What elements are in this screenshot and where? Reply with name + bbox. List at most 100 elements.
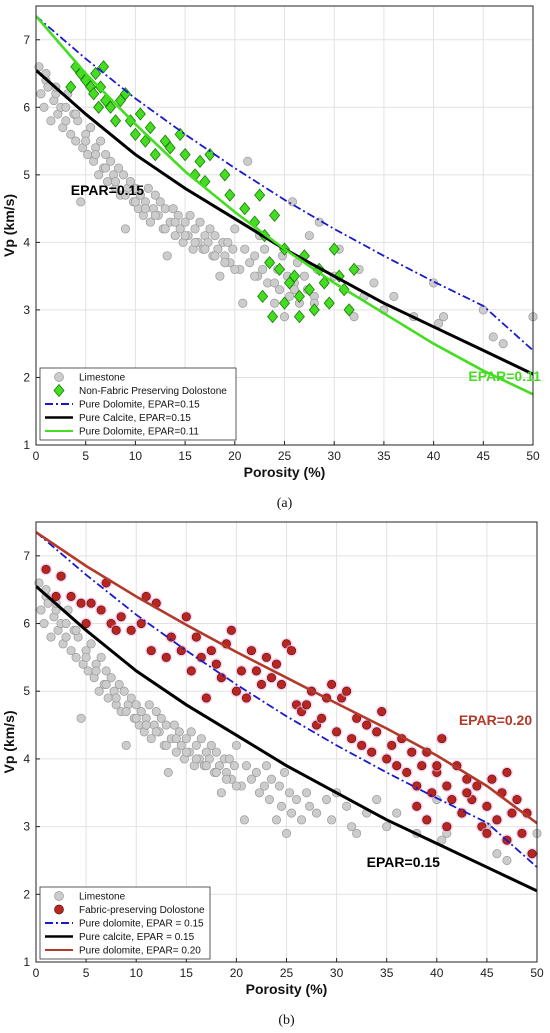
legend: Limestone Non-Fabric Preserving Dolostone… [39, 367, 237, 441]
data-point [239, 201, 251, 216]
data-point [487, 774, 497, 784]
data-point [264, 794, 275, 805]
data-point [283, 276, 295, 290]
data-point [146, 734, 156, 744]
data-point [169, 720, 179, 730]
data-point [39, 618, 49, 629]
data-point [61, 618, 71, 629]
data-point [284, 291, 295, 301]
data-point [162, 251, 172, 261]
data-point [502, 855, 512, 866]
data-point [240, 244, 250, 254]
data-point [186, 727, 196, 737]
data-point [83, 150, 93, 160]
x-tick-label: 0 [33, 966, 40, 980]
data-point [347, 734, 357, 744]
data-point [241, 761, 251, 771]
data-point [106, 673, 116, 683]
data-point [407, 747, 417, 757]
data-point [181, 734, 191, 744]
x-tick-label: 25 [278, 449, 292, 463]
data-point [219, 168, 231, 182]
data-point [86, 598, 96, 608]
data-point [61, 116, 71, 126]
series-line-pure-dolomite-epar-0-11 [36, 15, 533, 396]
x-tick-label: 50 [526, 449, 540, 463]
data-point [260, 244, 270, 254]
data-point [110, 177, 121, 187]
data-point [362, 720, 372, 730]
data-point [342, 801, 352, 811]
x-tick-label: 15 [178, 449, 192, 463]
data-point [119, 686, 129, 696]
data-point [254, 788, 264, 798]
data-point [269, 208, 281, 222]
x-tick-label: 25 [280, 966, 294, 980]
data-point [200, 244, 210, 254]
data-point [125, 177, 135, 187]
data-point [308, 303, 320, 317]
data-point [216, 788, 226, 798]
y-tick-label: 7 [23, 33, 30, 47]
data-point [81, 618, 91, 629]
data-point [144, 700, 154, 710]
data-point [304, 231, 314, 241]
data-point [111, 625, 121, 635]
annotation-label: EPAR=0.20 [459, 712, 532, 728]
data-point [328, 242, 340, 256]
data-point [86, 123, 96, 133]
data-point [422, 815, 432, 825]
data-point [181, 612, 191, 622]
data-point [382, 822, 392, 832]
data-point [417, 761, 427, 771]
data-point [211, 767, 221, 778]
data-point [286, 808, 297, 818]
data-point [502, 767, 512, 778]
data-point [438, 312, 449, 322]
data-point [101, 150, 111, 160]
data-point [301, 700, 312, 710]
data-point [323, 296, 335, 310]
data-point [312, 808, 322, 818]
annotation-label: EPAR=0.11 [468, 368, 541, 384]
x-tick-label: 20 [228, 449, 242, 463]
data-point [327, 679, 337, 690]
data-point [462, 788, 472, 798]
data-point [66, 129, 76, 139]
data-point [81, 652, 91, 662]
data-point [245, 258, 255, 268]
legend: Limestone Fabric-preserving Dolostone Pure… [39, 886, 211, 960]
data-point [135, 190, 145, 200]
x-tick-label: 40 [427, 449, 441, 463]
data-point [155, 197, 165, 207]
data-point [266, 774, 277, 784]
data-point [205, 224, 215, 234]
x-tick-label: 40 [430, 966, 444, 980]
legend-label: Pure calcite, EPAR = 0.15 [79, 932, 195, 943]
x-axis-label: Porosity (%) [246, 981, 328, 997]
data-point [136, 706, 146, 717]
legend-marker [53, 383, 65, 398]
data-point [101, 163, 111, 173]
data-point [146, 646, 156, 656]
data-point [230, 264, 240, 274]
data-point [301, 788, 312, 798]
series-line-pure-calcite-epar-0-15 [36, 585, 537, 893]
x-tick-label: 50 [530, 966, 544, 980]
data-point [527, 849, 537, 859]
data-point [114, 679, 124, 690]
y-tick-label: 6 [23, 617, 30, 631]
data-point [118, 170, 129, 180]
data-point [250, 251, 260, 261]
data-point [164, 141, 176, 155]
data-point [236, 666, 246, 676]
legend-label: Pure dolomite, EPAR= 0.20 [79, 946, 201, 957]
data-point [41, 564, 51, 574]
data-point [221, 774, 231, 784]
data-point [134, 107, 146, 121]
x-tick-label: 5 [83, 966, 90, 980]
y-tick-label: 6 [23, 100, 30, 114]
data-point [71, 625, 81, 635]
